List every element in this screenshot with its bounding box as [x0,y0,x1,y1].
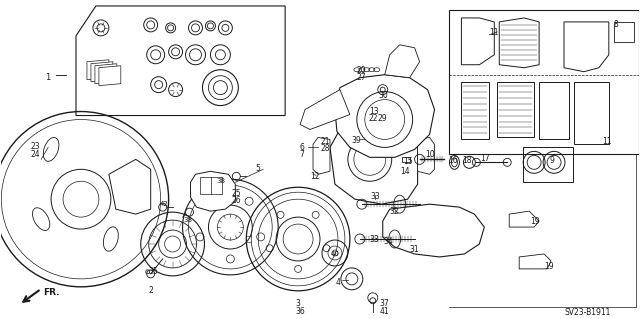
Polygon shape [461,18,494,65]
Text: 1: 1 [45,73,51,82]
Text: 33: 33 [370,235,380,244]
Text: 29: 29 [378,114,387,122]
Polygon shape [574,82,609,145]
Text: 38: 38 [217,178,226,184]
Text: 6: 6 [299,144,304,152]
Text: 27: 27 [357,73,367,82]
Text: 38: 38 [184,217,193,223]
Bar [523,147,573,182]
Polygon shape [519,254,551,269]
Text: 16: 16 [449,156,458,165]
Polygon shape [313,137,330,174]
Polygon shape [191,171,236,211]
Polygon shape [200,177,222,194]
Text: 13: 13 [369,107,378,115]
Text: SV23-B1911: SV23-B1911 [564,308,611,317]
Text: 11: 11 [490,28,499,37]
Text: 4: 4 [336,278,341,287]
Polygon shape [99,66,121,85]
Polygon shape [87,60,109,80]
Text: 20: 20 [357,66,367,75]
Text: 31: 31 [410,245,419,254]
Text: FR.: FR. [43,288,60,297]
Text: 26: 26 [232,196,241,205]
Text: 34: 34 [384,237,394,246]
Text: 28: 28 [320,145,330,153]
Text: 35: 35 [148,267,159,276]
Polygon shape [335,75,435,157]
Text: 5: 5 [255,164,260,173]
Polygon shape [300,90,350,130]
Text: 15: 15 [404,157,413,166]
Bar [614,22,634,42]
Text: 14: 14 [401,167,410,176]
Polygon shape [385,45,420,78]
Text: 25: 25 [232,189,241,198]
Text: 33: 33 [371,192,381,201]
Text: 12: 12 [310,172,319,181]
Polygon shape [418,137,435,174]
Text: 11: 11 [602,137,611,146]
Text: 9: 9 [549,156,554,165]
Polygon shape [539,82,569,139]
Text: 21: 21 [320,137,330,146]
Text: 41: 41 [380,307,389,316]
Polygon shape [383,204,484,257]
Text: 8: 8 [614,20,618,29]
Text: 42: 42 [159,201,168,207]
Text: 19: 19 [544,262,554,271]
Text: 3: 3 [295,299,300,308]
Polygon shape [95,64,117,84]
Polygon shape [564,22,609,72]
Polygon shape [497,82,534,137]
Polygon shape [461,82,490,139]
Text: 19: 19 [530,217,540,226]
Text: 39: 39 [352,137,362,145]
Text: 24: 24 [30,150,40,160]
Text: 2: 2 [148,286,154,295]
Text: 32: 32 [390,207,399,216]
Text: 40: 40 [330,251,339,257]
Polygon shape [91,62,113,82]
Polygon shape [402,157,410,162]
Text: 22: 22 [369,114,378,122]
Text: 18: 18 [463,156,472,165]
Text: 17: 17 [481,154,490,163]
Text: 36: 36 [295,307,305,316]
Text: 23: 23 [30,142,40,152]
Polygon shape [330,122,418,204]
Text: 10: 10 [425,150,435,160]
Polygon shape [509,211,539,227]
Text: 7: 7 [299,150,304,160]
Polygon shape [499,18,539,68]
Text: 30: 30 [379,91,388,100]
Polygon shape [109,160,150,214]
Text: 37: 37 [380,299,390,308]
